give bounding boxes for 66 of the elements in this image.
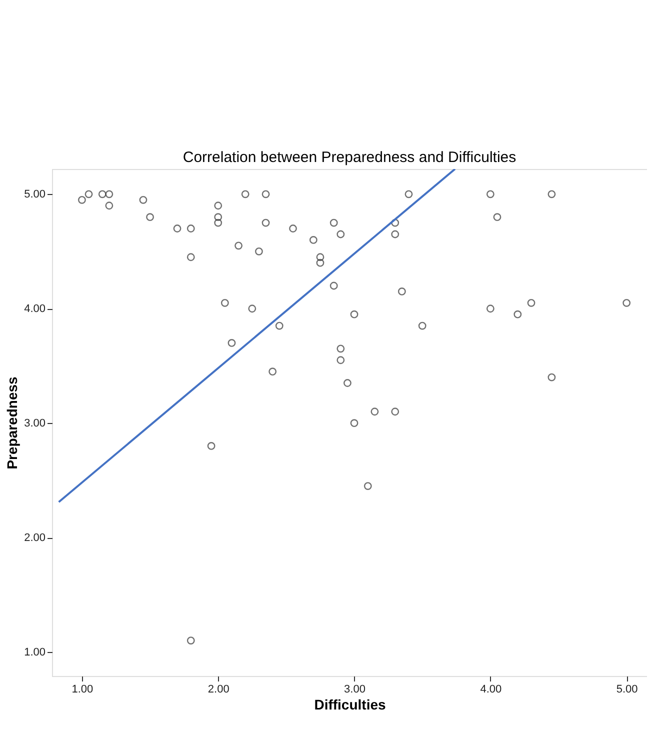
- point: [548, 190, 556, 198]
- point: [418, 322, 426, 330]
- point: [391, 218, 400, 227]
- point: [255, 247, 263, 256]
- point: [214, 213, 222, 222]
- point: [146, 213, 154, 222]
- point: [275, 322, 284, 330]
- point: [391, 230, 400, 238]
- point: [84, 190, 93, 198]
- point: [105, 202, 114, 210]
- point: [220, 298, 229, 307]
- y-tick-label: 5.00: [24, 188, 46, 201]
- chart-title: Correlation between Preparedness and Difficulties: [182, 149, 516, 166]
- point: [289, 224, 297, 232]
- point: [316, 258, 324, 267]
- point: [404, 190, 413, 198]
- point: [262, 190, 270, 198]
- point: [350, 419, 358, 428]
- point: [78, 196, 86, 204]
- point: [350, 310, 358, 318]
- point: [173, 224, 182, 232]
- point: [98, 190, 106, 198]
- point: [316, 253, 324, 262]
- x-tick-label: 4.00: [480, 684, 502, 696]
- point: [186, 224, 195, 232]
- point: [268, 368, 277, 376]
- x-axis-title: Difficulties: [314, 696, 386, 712]
- point: [548, 373, 556, 382]
- point: [398, 288, 406, 296]
- x-tick-label: 1.00: [72, 684, 94, 696]
- point: [241, 190, 250, 198]
- point: [105, 190, 114, 198]
- point: [336, 356, 345, 364]
- point: [370, 408, 379, 416]
- point: [527, 298, 536, 307]
- point: [514, 310, 522, 318]
- point: [336, 344, 345, 353]
- x-tick-label: 2.00: [208, 684, 230, 696]
- x-tick-label: 5.00: [616, 684, 638, 696]
- point: [186, 253, 195, 262]
- point: [336, 230, 345, 238]
- y-tick-label: 4.00: [24, 303, 46, 316]
- point: [493, 213, 502, 222]
- y-axis-title: Preparedness: [4, 376, 20, 470]
- point: [486, 190, 494, 198]
- point: [486, 304, 494, 313]
- point: [330, 282, 338, 290]
- point: [309, 236, 318, 244]
- point: [248, 304, 256, 313]
- point: [214, 218, 222, 227]
- point: [207, 442, 216, 450]
- point: [186, 636, 195, 644]
- x-tick-label: 3.00: [344, 684, 366, 696]
- point: [330, 218, 338, 227]
- point: [364, 482, 372, 490]
- point: [622, 298, 631, 307]
- y-tick-label: 1.00: [24, 646, 46, 658]
- point: [228, 339, 236, 347]
- point: [344, 379, 352, 387]
- point: [391, 408, 400, 416]
- y-tick-label: 2.00: [24, 532, 46, 544]
- point: [262, 218, 270, 227]
- point: [139, 196, 148, 204]
- point: [214, 202, 222, 210]
- y-tick-label: 3.00: [24, 418, 46, 430]
- point: [234, 242, 242, 250]
